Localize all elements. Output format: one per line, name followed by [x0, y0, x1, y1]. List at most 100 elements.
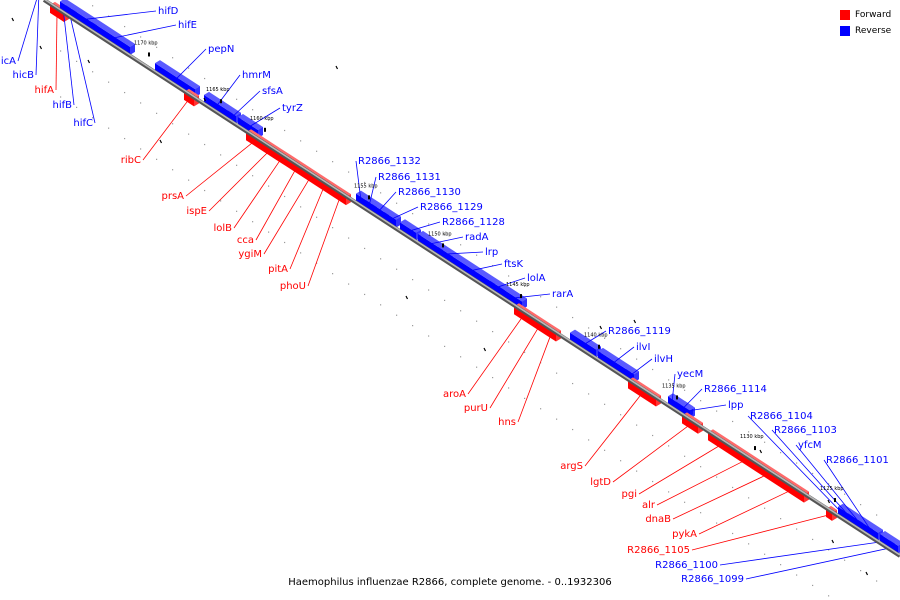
tick-label: 1140 kbp [584, 333, 608, 339]
connector-alr [656, 459, 746, 506]
gene-label-lgtd: lgtD [590, 477, 611, 488]
gene-label-yfcm: yfcM [798, 440, 822, 451]
connector-hica [17, 0, 37, 62]
connector-hicb [35, 0, 40, 76]
connector-hifa [55, 13, 58, 91]
connector-rada [427, 236, 464, 245]
gene-label-phou: phoU [280, 281, 306, 292]
connector-r2866_1114 [681, 388, 703, 410]
gene-label-alr: alr [642, 500, 656, 511]
connector-r2866_1104 [747, 415, 844, 515]
tick-label: 1155 kbp [354, 183, 378, 189]
connector-r2866_1130 [377, 191, 397, 213]
connector-puru [489, 326, 540, 409]
gene-label-dnab: dnaB [645, 514, 671, 525]
gene-label-r2866_1129: R2866_1129 [420, 202, 483, 213]
connector-r2866_1132 [355, 160, 362, 201]
tick-label: 1170 kbp [134, 40, 158, 46]
gene-label-prsa: prsA [161, 191, 184, 202]
connector-args [584, 393, 643, 467]
tick-mark [148, 52, 150, 57]
tick-mark [676, 395, 678, 400]
tick-mark [368, 195, 370, 200]
connector-pgi [638, 444, 722, 495]
connector-r2866_1105 [691, 514, 830, 551]
connector-ilvh [629, 358, 653, 376]
tick-mark [834, 498, 836, 503]
legend-label-reverse: Reverse [855, 26, 892, 36]
gene-label-pita: pitA [268, 264, 288, 275]
gene-label-hifa: hifA [35, 85, 55, 96]
connector-ftsk [468, 263, 503, 272]
connector-aroa [467, 315, 524, 395]
gene-label-hifb: hifB [53, 100, 73, 111]
connector-hife [110, 24, 177, 39]
gene-label-puru: purU [464, 403, 488, 414]
tick-mark [598, 344, 600, 349]
legend-item-forward: Forward [840, 8, 891, 22]
legend: Forward Reverse [840, 8, 891, 40]
connector-pepn [174, 48, 207, 81]
connector-dnab [672, 474, 768, 520]
tick-label: 1165 kbp [206, 87, 230, 93]
tick-mark [220, 99, 222, 104]
connector-phou [307, 197, 341, 287]
gene-label-r2866_1101: R2866_1101 [826, 455, 889, 466]
connector-pyka [698, 489, 792, 535]
gene-label-pepn: pepN [208, 44, 234, 55]
gene-label-ilvi: ilvI [636, 342, 650, 353]
connector-r2866_1100 [719, 540, 886, 566]
gene-label-r2866_1132: R2866_1132 [358, 156, 421, 167]
legend-label-forward: Forward [855, 10, 892, 20]
connector-lgtd [612, 424, 691, 483]
connector-hifc [68, 11, 96, 124]
gene-label-hmrm: hmrM [242, 70, 271, 81]
connector-prsa [185, 141, 255, 197]
gene-label-r2866_1105: R2866_1105 [627, 545, 690, 556]
tick-label: 1135 kbp [662, 383, 686, 389]
gene-label-yecm: yecM [677, 369, 703, 380]
legend-swatch-reverse [840, 26, 850, 36]
connector-ispe [208, 150, 270, 212]
gene-label-ftsk: ftsK [504, 259, 523, 270]
gene-label-r2866_1099: R2866_1099 [681, 574, 744, 585]
tick-label: 1125 kbp [820, 486, 844, 492]
gene-label-cca: cca [237, 235, 254, 246]
gene-label-pgi: pgi [622, 489, 637, 500]
tick-label: 1145 kbp [506, 282, 530, 288]
connector-r2866_1119 [582, 330, 607, 346]
tick-mark [264, 127, 266, 132]
connector-tyrz [247, 107, 281, 128]
gene-label-tyrz: tyrZ [282, 103, 303, 114]
gene-label-lolb: lolB [213, 223, 232, 234]
connector-ygim [263, 177, 311, 255]
gene-label-hicb: hicB [13, 70, 35, 81]
gene-label-lola: lolA [527, 273, 546, 284]
tick-label: 1150 kbp [428, 231, 452, 237]
connector-cca [255, 168, 297, 241]
gene-label-lrp: lrp [485, 247, 498, 258]
tick-label: 1130 kbp [740, 434, 764, 440]
connector-r2866_1131 [368, 176, 377, 207]
connector-lola [494, 277, 526, 289]
gene-label-hifd: hifD [158, 6, 179, 17]
connector-pita [289, 186, 325, 270]
gene-label-ilvh: ilvH [654, 354, 673, 365]
connector-hns [517, 334, 552, 423]
gene-label-lpp: lpp [728, 400, 743, 411]
gene-label-args: argS [560, 461, 583, 472]
genome-caption: Haemophilus influenzae R2866, complete g… [288, 577, 612, 588]
connector-rara [510, 293, 551, 299]
scale-ticks: 1170 kbp 1165 kbp 1160 kbp 1155 kbp 1150 kbp… [134, 40, 844, 503]
connector-r2866_1103 [771, 429, 854, 521]
gene-label-r2866_1131: R2866_1131 [378, 172, 441, 183]
backbone [44, 0, 900, 556]
gene-label-aroa: aroA [443, 389, 466, 400]
marker-dashes [11, 17, 869, 576]
connector-sfsa [231, 90, 261, 118]
connector-yecm [671, 373, 676, 403]
connector-r2866_1101 [823, 459, 874, 534]
tick-mark [442, 243, 444, 248]
